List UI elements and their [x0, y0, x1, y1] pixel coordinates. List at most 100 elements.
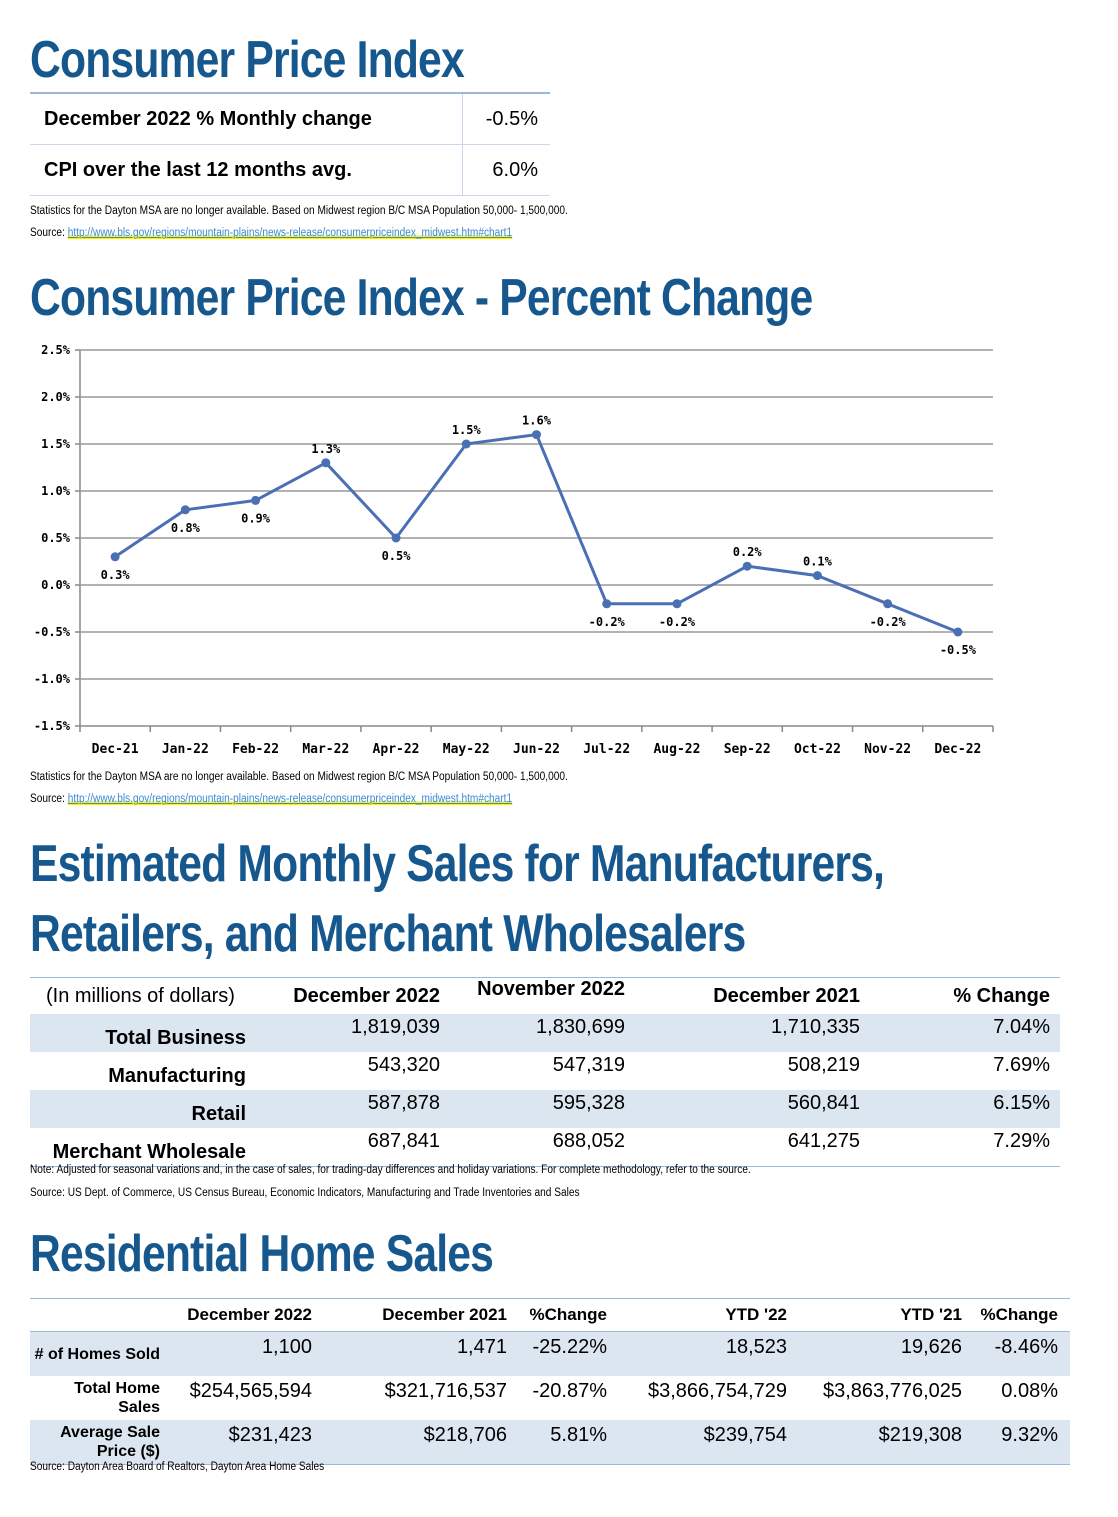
cell: 508,219	[787, 1054, 860, 1076]
cell: $239,754	[607, 1420, 787, 1465]
cell: 547,319	[552, 1054, 625, 1076]
table-row: Merchant Wholesale 687,841 688,052 641,2…	[30, 1128, 1060, 1167]
data-label: 0.8%	[171, 521, 201, 535]
sales-title-line2: Retailers, and Merchant Wholesalers	[30, 905, 746, 963]
source-label: Source:	[30, 793, 65, 805]
column-header: %Change	[962, 1298, 1070, 1332]
x-tick-label: May-22	[443, 742, 490, 757]
cpi-row-value: 6.0%	[462, 144, 550, 196]
cpi-row-label: December 2022 % Monthly change	[30, 92, 463, 145]
table-row: CPI over the last 12 months avg. 6.0%	[30, 144, 550, 196]
cell: $254,565,594	[189, 1380, 312, 1402]
data-point	[321, 458, 331, 468]
table-header-row: (In millions of dollars) December 2022 N…	[30, 977, 1060, 1014]
data-label: 0.2%	[733, 545, 763, 559]
table-header-row: December 2022 December 2021 %Change YTD …	[30, 1298, 1070, 1332]
table-row: Retail 587,878 595,328 560,841 6.15%	[30, 1090, 1060, 1128]
x-tick-label: Nov-22	[864, 742, 911, 757]
column-header: December 2021	[625, 977, 860, 1014]
home-sales-title: Residential Home Sales	[30, 1225, 494, 1283]
y-tick-label: 0.0%	[41, 578, 71, 592]
sales-note: Note: Adjusted for seasonal variations a…	[30, 1164, 751, 1176]
data-point	[812, 571, 822, 581]
cell: 7.29%	[860, 1128, 1060, 1167]
column-header: YTD '21	[787, 1298, 962, 1332]
row-label: Total Home Sales	[74, 1380, 160, 1416]
row-label: Total Business	[30, 1014, 260, 1052]
x-tick-label: Mar-22	[302, 742, 349, 757]
y-axis-ticks: -1.5% -1.0% -0.5% 0.0% 0.5% 1.0% 1.5% 2.0% 2.5%	[34, 343, 71, 733]
data-label: 1.5%	[452, 423, 482, 437]
column-header: December 2021	[312, 1298, 507, 1332]
y-tick-label: 2.5%	[41, 343, 71, 357]
sales-table: (In millions of dollars) December 2022 N…	[30, 977, 1060, 1167]
column-header: % Change	[860, 977, 1060, 1014]
x-tick-label: Sep-22	[724, 742, 771, 757]
table-row: Total Home Sales $254,565,594 $321,716,5…	[30, 1376, 1070, 1420]
cpi-row-label: CPI over the last 12 months avg.	[30, 144, 463, 196]
y-tick-label: 1.0%	[41, 484, 71, 498]
series-line-path	[114, 433, 959, 634]
data-point	[110, 552, 120, 562]
cell: 7.69%	[993, 1054, 1050, 1076]
table-row: Average Sale Price ($) $231,423 $218,706…	[30, 1420, 1070, 1465]
cell: $3,863,776,025	[822, 1380, 962, 1402]
grid-lines	[75, 349, 994, 732]
row-label: Manufacturing	[108, 1065, 246, 1087]
data-label: -0.2%	[659, 615, 696, 629]
row-label: Merchant Wholesale	[30, 1128, 260, 1167]
cell: 560,841	[625, 1090, 860, 1128]
cpi-change-source: Source: http://www.bls.gov/regions/mount…	[30, 793, 513, 806]
data-label: -0.5%	[940, 643, 977, 657]
cell: 1,819,039	[260, 1014, 440, 1052]
data-point	[883, 599, 893, 609]
cell: $219,308	[787, 1420, 962, 1465]
x-tick-label: Apr-22	[373, 742, 420, 757]
home-sales-table: December 2022 December 2021 %Change YTD …	[30, 1298, 1070, 1465]
cpi-row-value: -0.5%	[462, 92, 550, 145]
cell: 0.08%	[1001, 1380, 1058, 1402]
data-label: -0.2%	[870, 615, 907, 629]
sales-source: Source: US Dept. of Commerce, US Census …	[30, 1187, 580, 1199]
cell: 1,830,699	[440, 1014, 625, 1052]
sales-title-line1: Estimated Monthly Sales for Manufacturer…	[30, 835, 885, 893]
cell: 595,328	[440, 1090, 625, 1128]
data-label: 0.9%	[241, 511, 271, 525]
cell: 1,471	[312, 1331, 507, 1376]
column-header: December 2022	[260, 977, 440, 1014]
cpi-change-source-link[interactable]: http://www.bls.gov/regions/mountain-plai…	[67, 793, 513, 805]
cell: $231,423	[180, 1420, 312, 1465]
x-tick-label: Feb-22	[232, 742, 279, 757]
cell: 543,320	[367, 1054, 440, 1076]
x-axis-ticks: Dec-21 Jan-22 Feb-22 Mar-22 Apr-22 May-22 Jun-…	[92, 742, 982, 757]
data-point	[532, 430, 541, 440]
column-header: YTD '22	[607, 1298, 787, 1332]
cell: $321,716,537	[384, 1380, 507, 1402]
cpi-summary-table: December 2022 % Monthly change -0.5% CPI…	[30, 92, 550, 196]
cpi-line-chart: -1.5%-1.0%-0.5%0.0%0.5%1.0%1.5%2.0%2.5% …	[34, 343, 994, 757]
cell: 688,052	[440, 1128, 625, 1167]
cell: 1,100	[180, 1331, 312, 1376]
data-point	[251, 495, 261, 505]
column-header	[30, 1298, 180, 1332]
cell: -20.87%	[532, 1380, 608, 1402]
y-tick-label: -1.5%	[34, 719, 71, 733]
data-point	[180, 505, 190, 515]
cell: 641,275	[625, 1128, 860, 1167]
x-tick-label: Aug-22	[653, 742, 700, 757]
cell: 18,523	[607, 1331, 787, 1376]
x-tick-label: Dec-22	[934, 742, 981, 757]
cell: $3,866,754,729	[647, 1380, 787, 1402]
data-point	[391, 533, 401, 543]
cell: 19,626	[787, 1331, 962, 1376]
data-point	[672, 599, 682, 609]
cpi-source: Source: http://www.bls.gov/regions/mount…	[30, 227, 513, 240]
cell: 687,841	[260, 1128, 440, 1167]
row-label: Retail	[30, 1090, 260, 1128]
x-tick-label: Dec-21	[92, 742, 139, 757]
table-row: Total Business 1,819,039 1,830,699 1,710…	[30, 1014, 1060, 1052]
cell: 7.04%	[860, 1014, 1060, 1052]
y-tick-label: 1.5%	[41, 437, 71, 451]
column-header: November 2022	[440, 977, 625, 1014]
cpi-source-link[interactable]: http://www.bls.gov/regions/mountain-plai…	[67, 227, 513, 239]
